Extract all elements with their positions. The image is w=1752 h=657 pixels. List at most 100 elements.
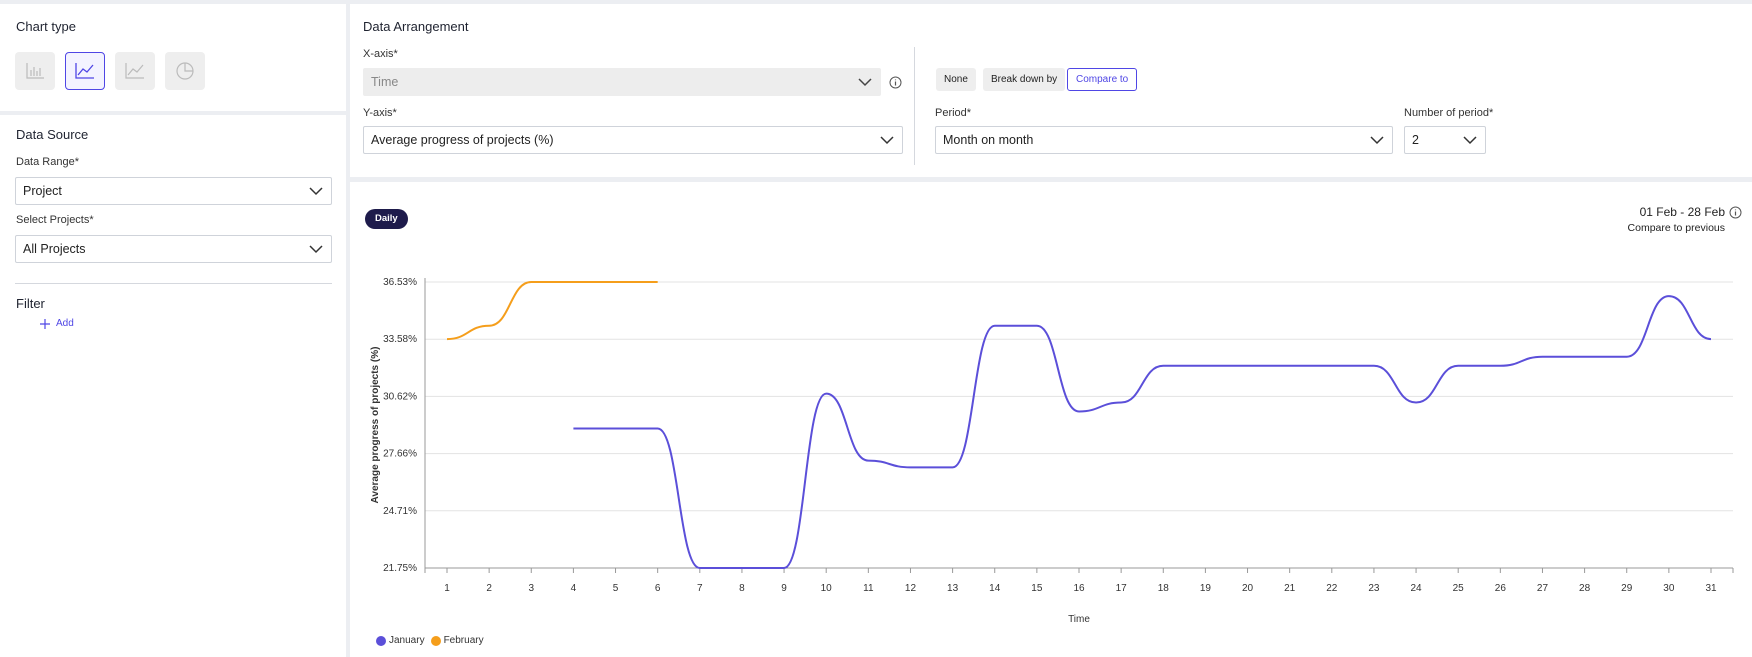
area-chart-icon [125, 63, 144, 79]
x-tick-label: 8 [739, 583, 745, 594]
add-filter-label: Add [56, 318, 74, 329]
x-tick-label: 13 [947, 583, 959, 594]
compare-to-previous-text: Compare to previous [1627, 222, 1725, 234]
pie-chart-icon [176, 62, 194, 80]
info-icon[interactable] [1729, 206, 1742, 219]
series-line-january[interactable] [573, 295, 1712, 569]
chart-legend: January February [376, 635, 484, 646]
x-tick-label: 17 [1116, 583, 1128, 594]
bar-chart-icon [26, 63, 44, 79]
chart-type-panel: Chart type [0, 4, 346, 111]
legend-item-january[interactable]: January [376, 635, 425, 646]
y-axis-select[interactable]: Average progress of projects (%) [363, 126, 903, 154]
mode-none-button[interactable]: None [936, 68, 976, 91]
x-tick-label: 9 [781, 583, 787, 594]
x-tick-label: 24 [1411, 583, 1423, 594]
line-chart-button[interactable] [65, 52, 105, 90]
x-tick-label: 10 [821, 583, 833, 594]
y-tick-label: 21.75% [383, 563, 417, 574]
x-tick-label: 22 [1326, 583, 1338, 594]
y-tick-label: 27.66% [383, 449, 417, 460]
date-range: 01 Feb - 28 Feb [1640, 205, 1742, 219]
x-tick-label: 18 [1158, 583, 1170, 594]
x-tick-label: 15 [1031, 583, 1043, 594]
line-chart-icon [75, 63, 94, 79]
y-tick-label: 24.71% [383, 506, 417, 517]
arrangement-divider [914, 47, 915, 165]
x-tick-label: 6 [655, 583, 661, 594]
x-tick-label: 30 [1663, 583, 1675, 594]
x-tick-label: 20 [1242, 583, 1254, 594]
x-tick-label: 3 [528, 583, 534, 594]
select-projects-label: Select Projects* [16, 214, 94, 226]
number-of-period-select[interactable]: 2 [1404, 126, 1486, 154]
pie-chart-button[interactable] [165, 52, 205, 90]
info-icon[interactable] [889, 76, 902, 89]
mode-compare-to-button[interactable]: Compare to [1067, 68, 1138, 91]
number-of-period-value: 2 [1412, 133, 1419, 147]
daily-badge[interactable]: Daily [365, 209, 408, 229]
x-tick-label: 27 [1537, 583, 1549, 594]
y-tick-label: 30.62% [383, 391, 417, 402]
legend-label: January [389, 635, 425, 646]
x-axis-select[interactable]: Time [363, 68, 881, 96]
x-axis-label: X-axis* [363, 48, 398, 60]
x-tick-label: 28 [1579, 583, 1591, 594]
chevron-down-icon [858, 78, 872, 87]
add-filter-button[interactable]: Add [40, 318, 74, 329]
x-tick-label: 14 [989, 583, 1001, 594]
y-axis-value: Average progress of projects (%) [371, 133, 554, 147]
select-projects-select[interactable]: All Projects [15, 235, 332, 263]
x-tick-label: 26 [1495, 583, 1507, 594]
mode-break-down-button[interactable]: Break down by [983, 68, 1066, 91]
filter-title: Filter [16, 296, 45, 311]
x-axis-value: Time [371, 75, 399, 89]
period-select[interactable]: Month on month [935, 126, 1393, 154]
chevron-down-icon [309, 187, 323, 196]
data-source-panel: Data Source Data Range* Project Select P… [0, 115, 346, 657]
period-value: Month on month [943, 133, 1034, 147]
x-tick-label: 19 [1200, 583, 1212, 594]
chevron-down-icon [1463, 136, 1477, 145]
x-tick-label: 2 [486, 583, 492, 594]
x-tick-label: 16 [1073, 583, 1085, 594]
chevron-down-icon [309, 245, 323, 254]
select-projects-value: All Projects [23, 242, 86, 256]
legend-item-february[interactable]: February [430, 635, 484, 646]
legend-label: February [443, 635, 484, 646]
data-range-select[interactable]: Project [15, 177, 332, 205]
legend-dot-icon [430, 635, 441, 646]
y-axis-title: Average progress of projects (%) [370, 347, 381, 504]
chevron-down-icon [1370, 136, 1384, 145]
period-label: Period* [935, 107, 972, 119]
y-tick-label: 33.58% [383, 334, 417, 345]
x-tick-label: 4 [571, 583, 577, 594]
x-tick-label: 21 [1284, 583, 1296, 594]
y-tick-label: 36.53% [383, 277, 417, 288]
x-tick-label: 12 [905, 583, 917, 594]
data-arrangement-title: Data Arrangement [363, 19, 469, 34]
x-tick-label: 7 [697, 583, 703, 594]
x-axis-title: Time [1068, 614, 1090, 625]
chart-type-title: Chart type [16, 19, 76, 34]
bar-chart-button[interactable] [15, 52, 55, 90]
chart-panel: Daily 01 Feb - 28 Feb Compare to previou… [350, 182, 1752, 657]
x-tick-label: 11 [863, 583, 874, 594]
x-tick-label: 31 [1705, 583, 1717, 594]
y-axis-label: Y-axis* [363, 107, 397, 119]
legend-dot-icon [376, 635, 386, 646]
data-range-label: Data Range* [16, 156, 79, 168]
date-range-text: 01 Feb - 28 Feb [1639, 205, 1725, 219]
series-line-february[interactable] [446, 280, 658, 341]
x-tick-label: 29 [1621, 583, 1633, 594]
x-tick-label: 23 [1368, 583, 1380, 594]
area-chart-button[interactable] [115, 52, 155, 90]
plus-icon [40, 318, 50, 329]
data-source-title: Data Source [16, 127, 89, 142]
section-divider [15, 283, 332, 284]
number-of-period-label: Number of period* [1404, 107, 1494, 119]
x-tick-label: 25 [1453, 583, 1465, 594]
x-tick-label: 5 [613, 583, 619, 594]
data-range-value: Project [23, 184, 62, 198]
